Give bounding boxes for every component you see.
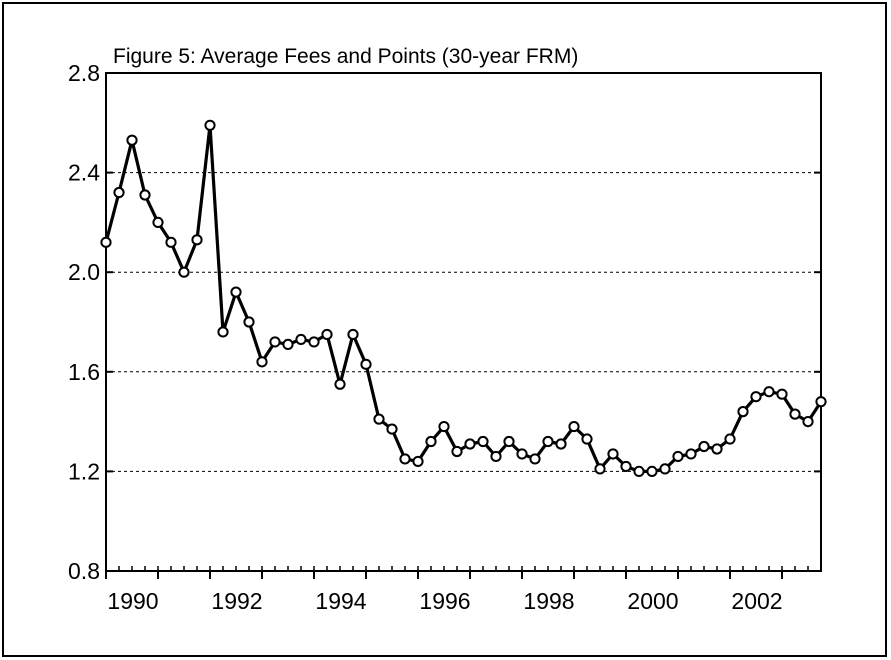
data-point — [230, 286, 242, 298]
y-tick-label: 1.6 — [68, 359, 100, 385]
data-point — [815, 396, 827, 408]
data-point — [256, 356, 268, 368]
data-point — [516, 448, 528, 460]
data-point — [126, 134, 138, 146]
data-points — [100, 119, 827, 477]
x-tick-label: 2002 — [731, 588, 782, 614]
y-tick-label: 2.0 — [68, 259, 100, 285]
data-point — [529, 453, 541, 465]
data-point — [334, 378, 346, 390]
data-point — [503, 435, 515, 448]
x-tick-label: 2000 — [627, 588, 678, 614]
data-point — [191, 234, 203, 246]
plot-area — [105, 72, 822, 572]
data-point — [568, 420, 580, 433]
x-axis: 1990 1992 1994 1996 1998 2000 2002 — [105, 566, 822, 614]
data-point — [737, 406, 749, 418]
x-tick-label: 1998 — [523, 588, 574, 614]
data-point — [295, 333, 307, 346]
data-point — [204, 119, 216, 131]
data-point — [464, 438, 476, 450]
data-point — [646, 465, 658, 477]
data-point — [269, 336, 281, 348]
y-axis: 0.8 1.2 1.6 2.0 2.4 2.8 — [68, 60, 821, 584]
data-point — [178, 266, 190, 278]
data-point — [451, 445, 463, 458]
x-tick-label: 1990 — [107, 588, 158, 614]
data-point — [113, 186, 125, 199]
data-point — [672, 450, 684, 463]
data-point — [243, 316, 255, 328]
data-point — [438, 420, 450, 433]
data-point — [477, 435, 489, 448]
x-tick-label: 1992 — [211, 588, 262, 614]
gridlines — [106, 172, 821, 472]
data-point — [698, 440, 710, 453]
data-point — [763, 386, 775, 398]
chart-title: Figure 5: Average Fees and Points (30-ye… — [113, 45, 578, 68]
y-tick-label: 2.4 — [68, 160, 100, 186]
data-point — [139, 189, 151, 201]
data-point — [711, 443, 723, 455]
data-point — [776, 388, 788, 400]
data-point — [581, 433, 593, 445]
data-point — [633, 465, 645, 477]
data-point — [607, 448, 619, 460]
data-point — [555, 438, 567, 450]
x-tick-label: 1994 — [315, 588, 366, 614]
data-point — [750, 391, 762, 403]
data-point — [542, 435, 554, 448]
x-tick-label: 1996 — [419, 588, 470, 614]
data-point — [399, 453, 411, 465]
data-point — [217, 326, 229, 338]
data-point — [789, 408, 801, 420]
data-point — [152, 216, 164, 228]
data-point — [360, 358, 372, 370]
series-polyline — [104, 123, 823, 473]
data-point — [802, 416, 814, 428]
data-point — [594, 463, 606, 475]
data-point — [620, 460, 632, 473]
data-point — [308, 336, 320, 348]
data-point — [724, 433, 736, 445]
data-point — [100, 236, 112, 248]
data-point — [412, 455, 424, 468]
data-point — [659, 463, 671, 475]
data-point — [685, 448, 697, 460]
data-point — [347, 328, 359, 341]
y-tick-label: 0.8 — [68, 558, 100, 584]
data-point — [165, 236, 177, 248]
data-point — [321, 328, 333, 341]
data-point — [425, 435, 437, 448]
data-point — [282, 338, 294, 351]
y-tick-label: 2.8 — [68, 60, 100, 86]
data-point — [386, 423, 398, 435]
data-point — [490, 450, 502, 463]
y-tick-label: 1.2 — [68, 458, 100, 484]
data-point — [373, 413, 385, 425]
series-line — [104, 123, 823, 473]
